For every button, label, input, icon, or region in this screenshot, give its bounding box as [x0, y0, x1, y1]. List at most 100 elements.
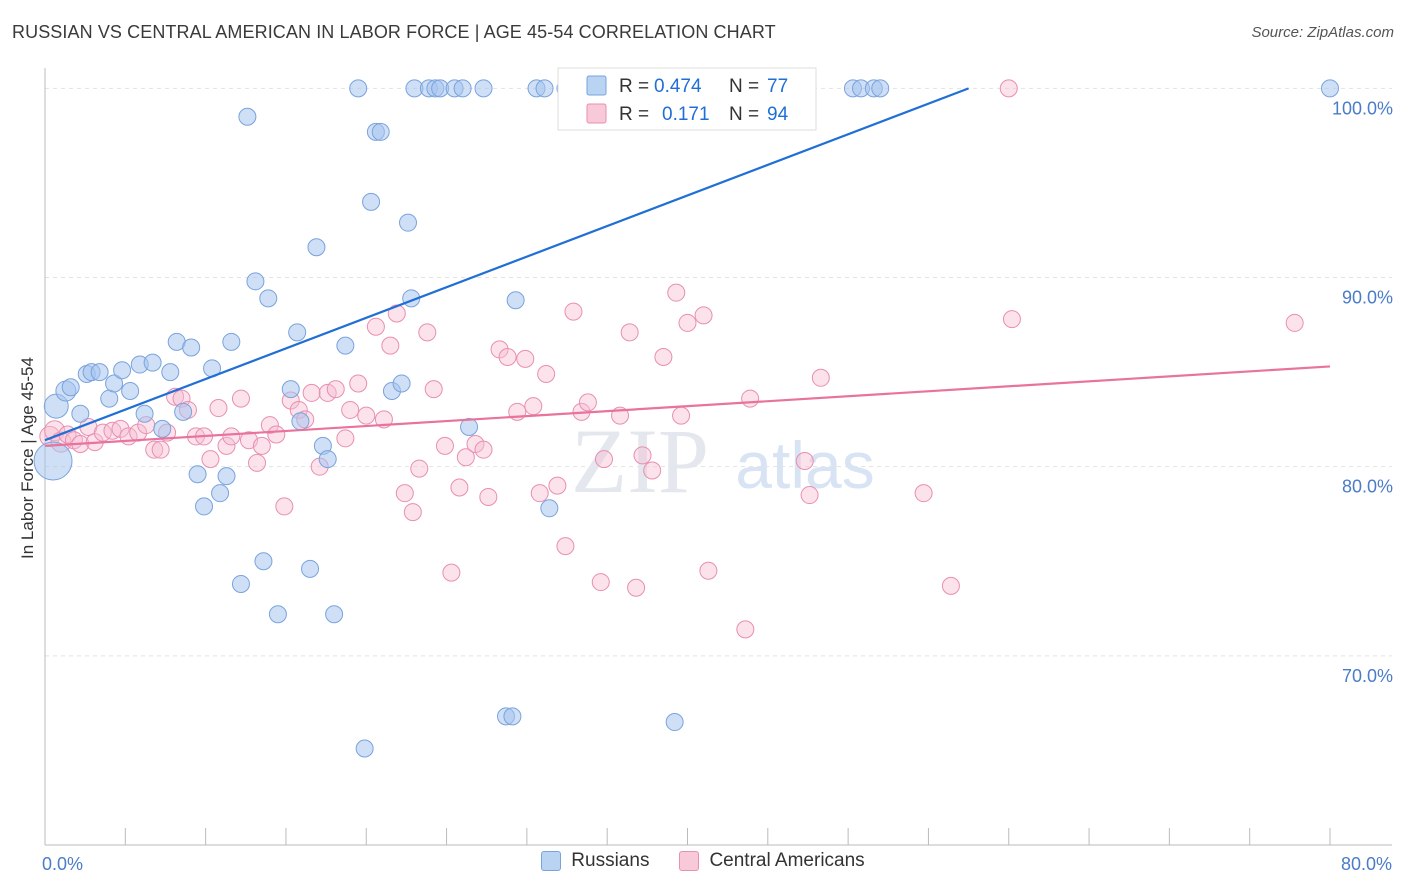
central-americans-point: [941, 576, 960, 595]
legend-swatch-russians: [541, 851, 562, 871]
russians-point: [665, 713, 684, 732]
russians-point: [188, 465, 207, 484]
stats-n-value-2: 94: [767, 104, 789, 125]
central-americans-point: [627, 578, 646, 597]
russians-point: [222, 332, 241, 351]
central-americans-point: [498, 347, 517, 366]
watermark-atlas: atlas: [735, 428, 874, 502]
russians-point: [392, 374, 411, 393]
russians-point: [474, 79, 493, 98]
central-americans-point: [403, 503, 422, 522]
central-americans-point: [366, 317, 385, 336]
central-americans-point: [248, 453, 267, 472]
russians-points: [33, 79, 1339, 758]
russians-point: [288, 323, 307, 342]
central-americans-point: [530, 484, 549, 503]
central-americans-point: [654, 347, 673, 366]
russians-point: [143, 353, 162, 372]
central-americans-point: [591, 573, 610, 592]
russians-point: [325, 605, 344, 624]
central-americans-point: [222, 427, 241, 446]
stats-n-label-1: N =: [729, 76, 759, 97]
russians-point: [231, 574, 250, 593]
central-americans-point: [349, 374, 368, 393]
russians-point: [174, 402, 193, 421]
central-americans-point: [231, 389, 250, 408]
central-americans-point: [800, 486, 819, 505]
central-americans-trend-line: [44, 365, 1331, 447]
source-label: Source: ZipAtlas.com: [1251, 24, 1394, 41]
central-americans-point: [357, 406, 376, 425]
watermark-zip: ZIP: [571, 410, 709, 512]
central-americans-point: [252, 436, 271, 455]
central-americans-point: [145, 440, 164, 459]
central-americans-point: [209, 399, 228, 418]
x-tick-label: 0.0%: [42, 854, 83, 874]
stats-r-value-1: 0.474: [654, 76, 702, 97]
russians-point: [113, 361, 132, 380]
russians-point: [540, 499, 559, 518]
russians-point: [33, 441, 73, 481]
russians-point: [195, 497, 214, 516]
central-americans-point: [556, 537, 575, 556]
legend-item-central-americans: Central Americans: [679, 850, 865, 872]
russians-point: [871, 79, 890, 98]
central-americans-point: [741, 389, 760, 408]
central-americans-point: [914, 484, 933, 503]
y-tick-label: 100.0%: [1332, 98, 1393, 118]
russians-point: [71, 404, 90, 423]
russians-point: [291, 412, 310, 431]
russians-point: [238, 107, 257, 126]
central-americans-point: [326, 380, 345, 399]
russians-point: [268, 605, 287, 624]
central-americans-point: [302, 383, 321, 402]
russians-point: [453, 79, 472, 98]
central-americans-point: [424, 380, 443, 399]
russians-point: [281, 380, 300, 399]
chart-title: RUSSIAN VS CENTRAL AMERICAN IN LABOR FOR…: [12, 22, 776, 42]
central-americans-points: [39, 79, 1304, 639]
central-americans-point: [474, 440, 493, 459]
central-americans-point: [217, 436, 236, 455]
central-americans-point: [1002, 310, 1021, 329]
stats-legend-pink-swatch: [586, 103, 607, 124]
central-americans-point: [201, 450, 220, 469]
legend-item-russians: Russians: [541, 850, 649, 872]
central-americans-point: [811, 368, 830, 387]
russians-point: [362, 192, 381, 211]
stats-r-label-1: R =: [619, 76, 649, 97]
legend-label-russians: Russians: [571, 850, 650, 871]
russians-point: [61, 378, 80, 397]
russians-point: [349, 79, 368, 98]
stats-legend-blue-swatch: [586, 75, 607, 96]
central-americans-point: [395, 484, 414, 503]
russians-point: [355, 739, 374, 758]
russians-point: [254, 552, 273, 571]
tick-labels: 70.0% 80.0% 90.0% 100.0% 0.0% 80.0%: [42, 98, 1393, 874]
central-americans-point: [633, 446, 652, 465]
russians-point: [371, 122, 390, 141]
russians-point: [121, 382, 140, 401]
central-americans-point: [594, 450, 613, 469]
central-americans-point: [620, 323, 639, 342]
central-americans-point: [537, 365, 556, 383]
central-americans-point: [643, 461, 662, 480]
stats-r-value-2: 0.171: [662, 104, 710, 125]
central-americans-point: [699, 561, 718, 580]
central-americans-point: [678, 313, 697, 332]
central-americans-point: [795, 452, 814, 471]
central-americans-point: [736, 620, 755, 639]
central-americans-point: [456, 448, 475, 467]
y-tick-label: 80.0%: [1342, 477, 1393, 497]
central-americans-point: [667, 283, 686, 302]
central-americans-point: [442, 563, 461, 582]
stats-legend: R = 0.474 N = 77 R = 0.171 N = 94: [557, 67, 817, 131]
russians-point: [100, 389, 119, 408]
russians-point: [307, 238, 326, 257]
russians-trend-line: [44, 87, 969, 442]
russians-point: [318, 450, 337, 469]
russians-point: [506, 291, 525, 310]
central-americans-point: [1285, 313, 1304, 332]
grid-layer: [45, 87, 1392, 657]
trend-lines: [44, 87, 1331, 447]
